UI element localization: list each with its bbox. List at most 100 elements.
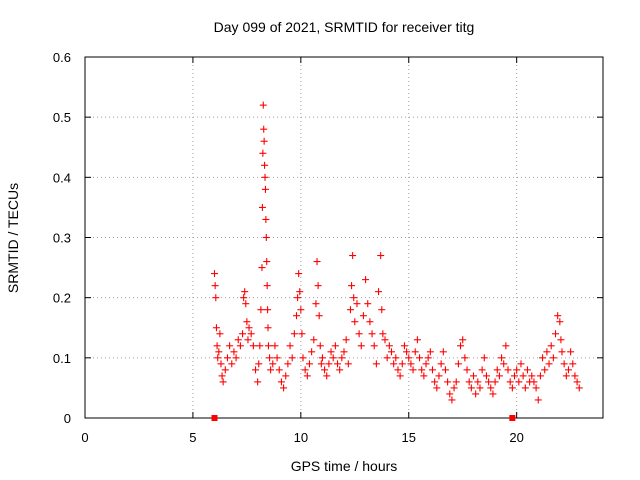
data-point	[348, 282, 356, 290]
data-point	[502, 342, 510, 350]
data-point	[547, 342, 555, 350]
y-tick-label: 0.2	[53, 291, 71, 306]
data-point	[338, 354, 346, 362]
data-point	[262, 215, 270, 223]
data-point	[213, 342, 221, 350]
data-point	[448, 396, 456, 404]
data-point	[433, 384, 441, 392]
data-point	[258, 203, 266, 211]
data-point	[212, 294, 220, 302]
data-point	[351, 318, 359, 326]
data-point	[558, 348, 566, 356]
data-point	[381, 336, 389, 344]
data-point	[478, 366, 486, 374]
data-point	[569, 360, 577, 368]
data-point	[532, 384, 540, 392]
data-point	[519, 372, 527, 380]
data-point	[508, 384, 516, 392]
data-point	[370, 342, 378, 350]
data-point	[346, 306, 354, 314]
data-point	[293, 312, 301, 320]
y-tick-label: 0	[64, 411, 71, 426]
axis-ticks	[84, 56, 603, 419]
chart-title: Day 099 of 2021, SRMTID for receiver tit…	[214, 19, 475, 35]
data-point	[424, 354, 432, 362]
data-point	[266, 354, 274, 362]
data-point	[545, 360, 553, 368]
data-point	[554, 312, 562, 320]
x-tick-label: 15	[402, 430, 416, 445]
data-point	[362, 276, 370, 284]
data-point	[261, 161, 269, 169]
data-point	[416, 354, 424, 362]
data-point	[392, 354, 400, 362]
data-point	[476, 384, 484, 392]
data-point	[353, 300, 361, 308]
data-point	[385, 342, 393, 350]
data-point	[226, 342, 234, 350]
data-point	[534, 396, 542, 404]
data-point	[355, 330, 363, 338]
data-point	[480, 354, 488, 362]
data-point	[256, 342, 264, 350]
data-point	[431, 378, 439, 386]
data-point	[359, 312, 367, 320]
data-point	[218, 372, 226, 380]
data-point	[298, 330, 306, 338]
data-point	[564, 366, 572, 374]
data-point	[461, 354, 469, 362]
data-point	[472, 390, 480, 398]
data-point	[242, 300, 250, 308]
data-point	[318, 354, 326, 362]
data-point	[515, 378, 523, 386]
data-point	[230, 348, 238, 356]
data-point	[349, 252, 357, 260]
data-point	[549, 354, 557, 362]
data-point	[247, 330, 255, 338]
data-point	[223, 354, 231, 362]
data-point	[228, 360, 236, 368]
data-point	[232, 354, 240, 362]
data-point	[489, 390, 497, 398]
data-point	[506, 378, 514, 386]
data-point	[313, 258, 321, 266]
data-point	[260, 125, 268, 133]
data-point	[556, 318, 564, 326]
data-point	[552, 330, 560, 338]
data-point	[261, 185, 269, 193]
data-point	[491, 378, 499, 386]
data-point	[296, 288, 304, 296]
data-point	[390, 360, 398, 368]
y-axis-title: SRMTID / TECUs	[5, 183, 21, 293]
data-point	[413, 336, 421, 344]
data-point	[562, 372, 570, 380]
data-point	[234, 336, 242, 344]
data-point	[530, 378, 538, 386]
y-tick-labels: 0 0.1 0.2 0.3 0.4 0.5 0.6	[53, 50, 71, 426]
data-point	[297, 306, 305, 314]
data-point	[435, 372, 443, 380]
data-point	[284, 360, 292, 368]
x-tick-label: 0	[81, 430, 88, 445]
data-point	[217, 360, 225, 368]
data-point	[317, 360, 325, 368]
data-point	[366, 318, 374, 326]
data-point	[543, 348, 551, 356]
data-point	[241, 288, 249, 296]
data-point	[394, 366, 402, 374]
x-tick-label: 20	[509, 430, 523, 445]
data-point	[470, 372, 477, 380]
data-point	[243, 318, 251, 326]
data-point	[575, 384, 583, 392]
data-point	[331, 342, 339, 350]
data-point	[245, 324, 253, 332]
y-tick-label: 0.5	[53, 110, 71, 125]
data-points	[211, 101, 583, 421]
data-point	[286, 342, 294, 350]
data-point	[211, 282, 219, 290]
data-point	[261, 173, 269, 181]
data-point	[474, 378, 482, 386]
data-point	[536, 372, 544, 380]
data-point	[263, 282, 271, 290]
